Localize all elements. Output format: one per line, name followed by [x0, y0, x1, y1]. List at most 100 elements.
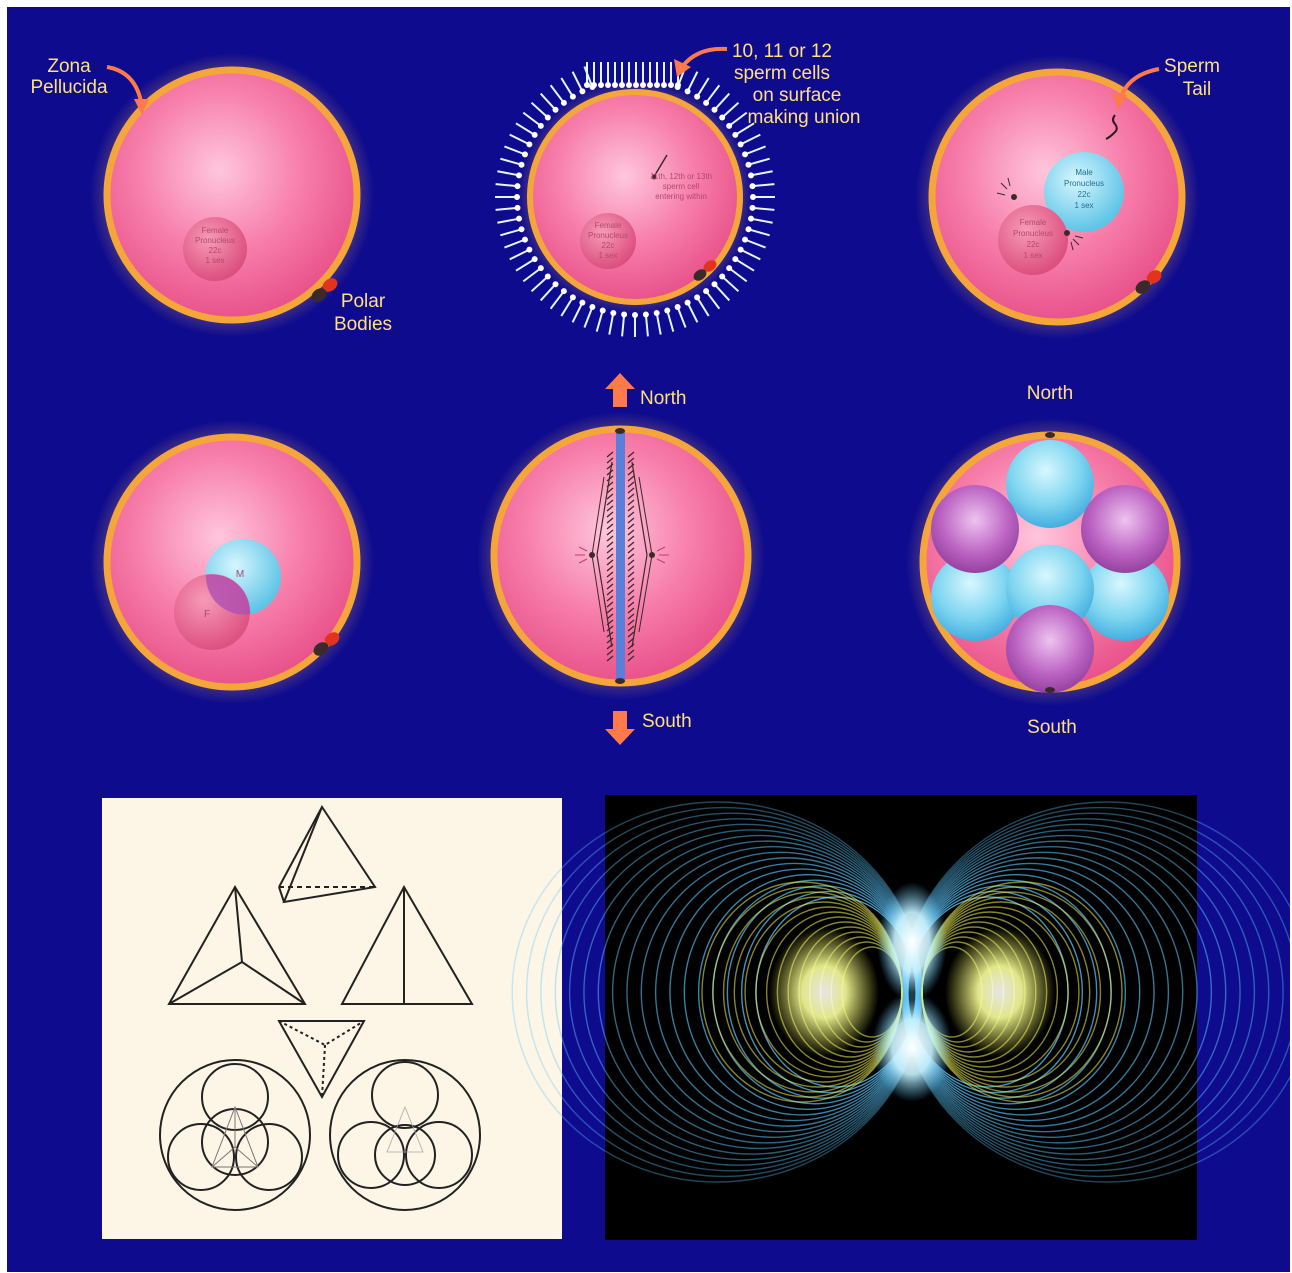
polar-body-dark — [311, 288, 327, 302]
sperm-cell — [686, 302, 699, 323]
male-pn-line1: Male — [1075, 168, 1093, 177]
sperm-cell — [713, 92, 731, 111]
diagram-canvas: Female Pronucleus 22c 1 sex Zona Pelluci… — [30, 41, 1290, 1240]
female-pn-line2: Pronucleus — [195, 236, 235, 245]
tail-label-line2: Tail — [1183, 79, 1212, 100]
panel-8-torus-field — [511, 795, 1290, 1240]
sperm-cell — [509, 133, 530, 146]
polar-body-red — [322, 278, 338, 292]
sperm-cell — [495, 206, 518, 211]
panel-1-ovum: Female Pronucleus 22c 1 sex Zona Pelluci… — [30, 53, 392, 337]
sperm-cell — [497, 217, 520, 224]
sperm-cell — [728, 111, 748, 127]
sperm-cell — [509, 248, 530, 261]
cell-blue-top — [1006, 440, 1094, 528]
sperm-cell — [583, 66, 594, 88]
sperm-cell — [583, 306, 594, 328]
sperm-cell — [721, 275, 740, 293]
female-pn2-line2: Pronucleus — [588, 231, 628, 240]
female-pn-line1: Female — [202, 226, 229, 235]
sperm-cell — [748, 228, 770, 237]
sperm-cell — [504, 238, 526, 249]
sperm-cell — [750, 217, 773, 224]
cell-purple-right — [1081, 485, 1169, 573]
sperm-cell — [748, 157, 770, 166]
sperm-cell — [595, 310, 604, 332]
diagram-stage: Female Pronucleus 22c 1 sex Zona Pelluci… — [7, 7, 1290, 1272]
tail-label-line1: Sperm — [1164, 56, 1220, 77]
up-arrow-icon — [605, 373, 635, 407]
north-label-5: North — [640, 388, 686, 409]
south-label-5: South — [642, 711, 692, 732]
zona-pellucida — [103, 66, 361, 324]
sperm-cell — [696, 296, 710, 317]
sperm-cell — [571, 302, 584, 323]
cell-purple-bottom — [1006, 605, 1094, 693]
sperm-cell — [752, 206, 775, 211]
polar-label-line1: Polar — [341, 291, 386, 312]
sperm-pointer-arrow-icon — [680, 46, 728, 69]
entering-line2: sperm cell — [663, 182, 700, 191]
sperm-cell — [539, 283, 557, 302]
sperm-cell — [740, 248, 761, 261]
sperm-cell — [744, 145, 766, 156]
sperm-cell — [713, 283, 731, 302]
sperm-cell — [750, 170, 773, 177]
sperm-cell — [539, 92, 557, 111]
zona-label-line2: Pellucida — [30, 77, 108, 98]
sperm-cell — [655, 312, 662, 335]
sperm-label-line2: sperm cells — [734, 63, 830, 84]
female-pn3-line3: 22c — [1027, 240, 1040, 249]
sperm-cell — [752, 183, 775, 188]
female-pn-line3: 22c — [209, 246, 222, 255]
sperm-cell — [504, 145, 526, 156]
entering-line3: entering within — [655, 192, 707, 201]
sperm-cell — [696, 77, 710, 98]
f-label: F — [204, 609, 210, 620]
panel-7-tetrahedron-sketch — [102, 798, 562, 1239]
female-pn3-line4: 1 sex — [1023, 251, 1042, 260]
sperm-cell — [734, 258, 755, 272]
sperm-cell — [530, 275, 549, 293]
sperm-cell — [721, 101, 740, 119]
female-pn2-line3: 22c — [602, 241, 615, 250]
female-pronucleus-2 — [580, 213, 636, 269]
sperm-cell — [515, 258, 536, 272]
female-pronucleus — [183, 217, 247, 281]
sperm-label-line3: on surface — [753, 85, 842, 106]
polar-axis — [616, 431, 625, 681]
south-label-6: South — [1027, 717, 1077, 738]
sperm-cell — [500, 157, 522, 166]
female-pn-line4: 1 sex — [205, 256, 224, 265]
sperm-tail — [1105, 114, 1118, 140]
polar-label-line2: Bodies — [334, 314, 392, 335]
sperm-cell — [608, 312, 615, 335]
sperm-cell — [686, 71, 699, 92]
sperm-cell — [571, 71, 584, 92]
female-pn2-line4: 1 sex — [598, 251, 617, 260]
sperm-cell — [515, 122, 536, 136]
panel-5-spindle: North South — [477, 373, 765, 745]
sperm-cell — [644, 314, 649, 337]
zona-label-line1: Zona — [47, 56, 91, 77]
sperm-cell — [522, 267, 542, 283]
sperm-cell — [560, 77, 574, 98]
m-label: M — [236, 569, 244, 580]
sperm-cell — [728, 267, 748, 283]
panel-6-cell-cluster: North South — [906, 383, 1194, 738]
overlap-region — [205, 574, 251, 615]
sperm-cell — [497, 170, 520, 177]
female-pn2-line1: Female — [595, 221, 622, 230]
sperm-cell — [495, 183, 518, 188]
sperm-cell — [740, 133, 761, 146]
female-pronucleus-3 — [998, 205, 1068, 275]
male-pn-line3: 22c — [1078, 190, 1091, 199]
panel-3-fertilization: Male Pronucleus 22c 1 sex Female Pronucl… — [915, 55, 1220, 339]
sperm-cell — [549, 84, 565, 104]
sperm-label-line4: making union — [747, 107, 860, 128]
female-pn3-line2: Pronucleus — [1013, 229, 1053, 238]
sperm-cell — [666, 310, 675, 332]
panel-4-pronuclei-fusion: M F — [90, 420, 374, 704]
sperm-cell — [734, 122, 755, 136]
sperm-cell — [549, 290, 565, 310]
